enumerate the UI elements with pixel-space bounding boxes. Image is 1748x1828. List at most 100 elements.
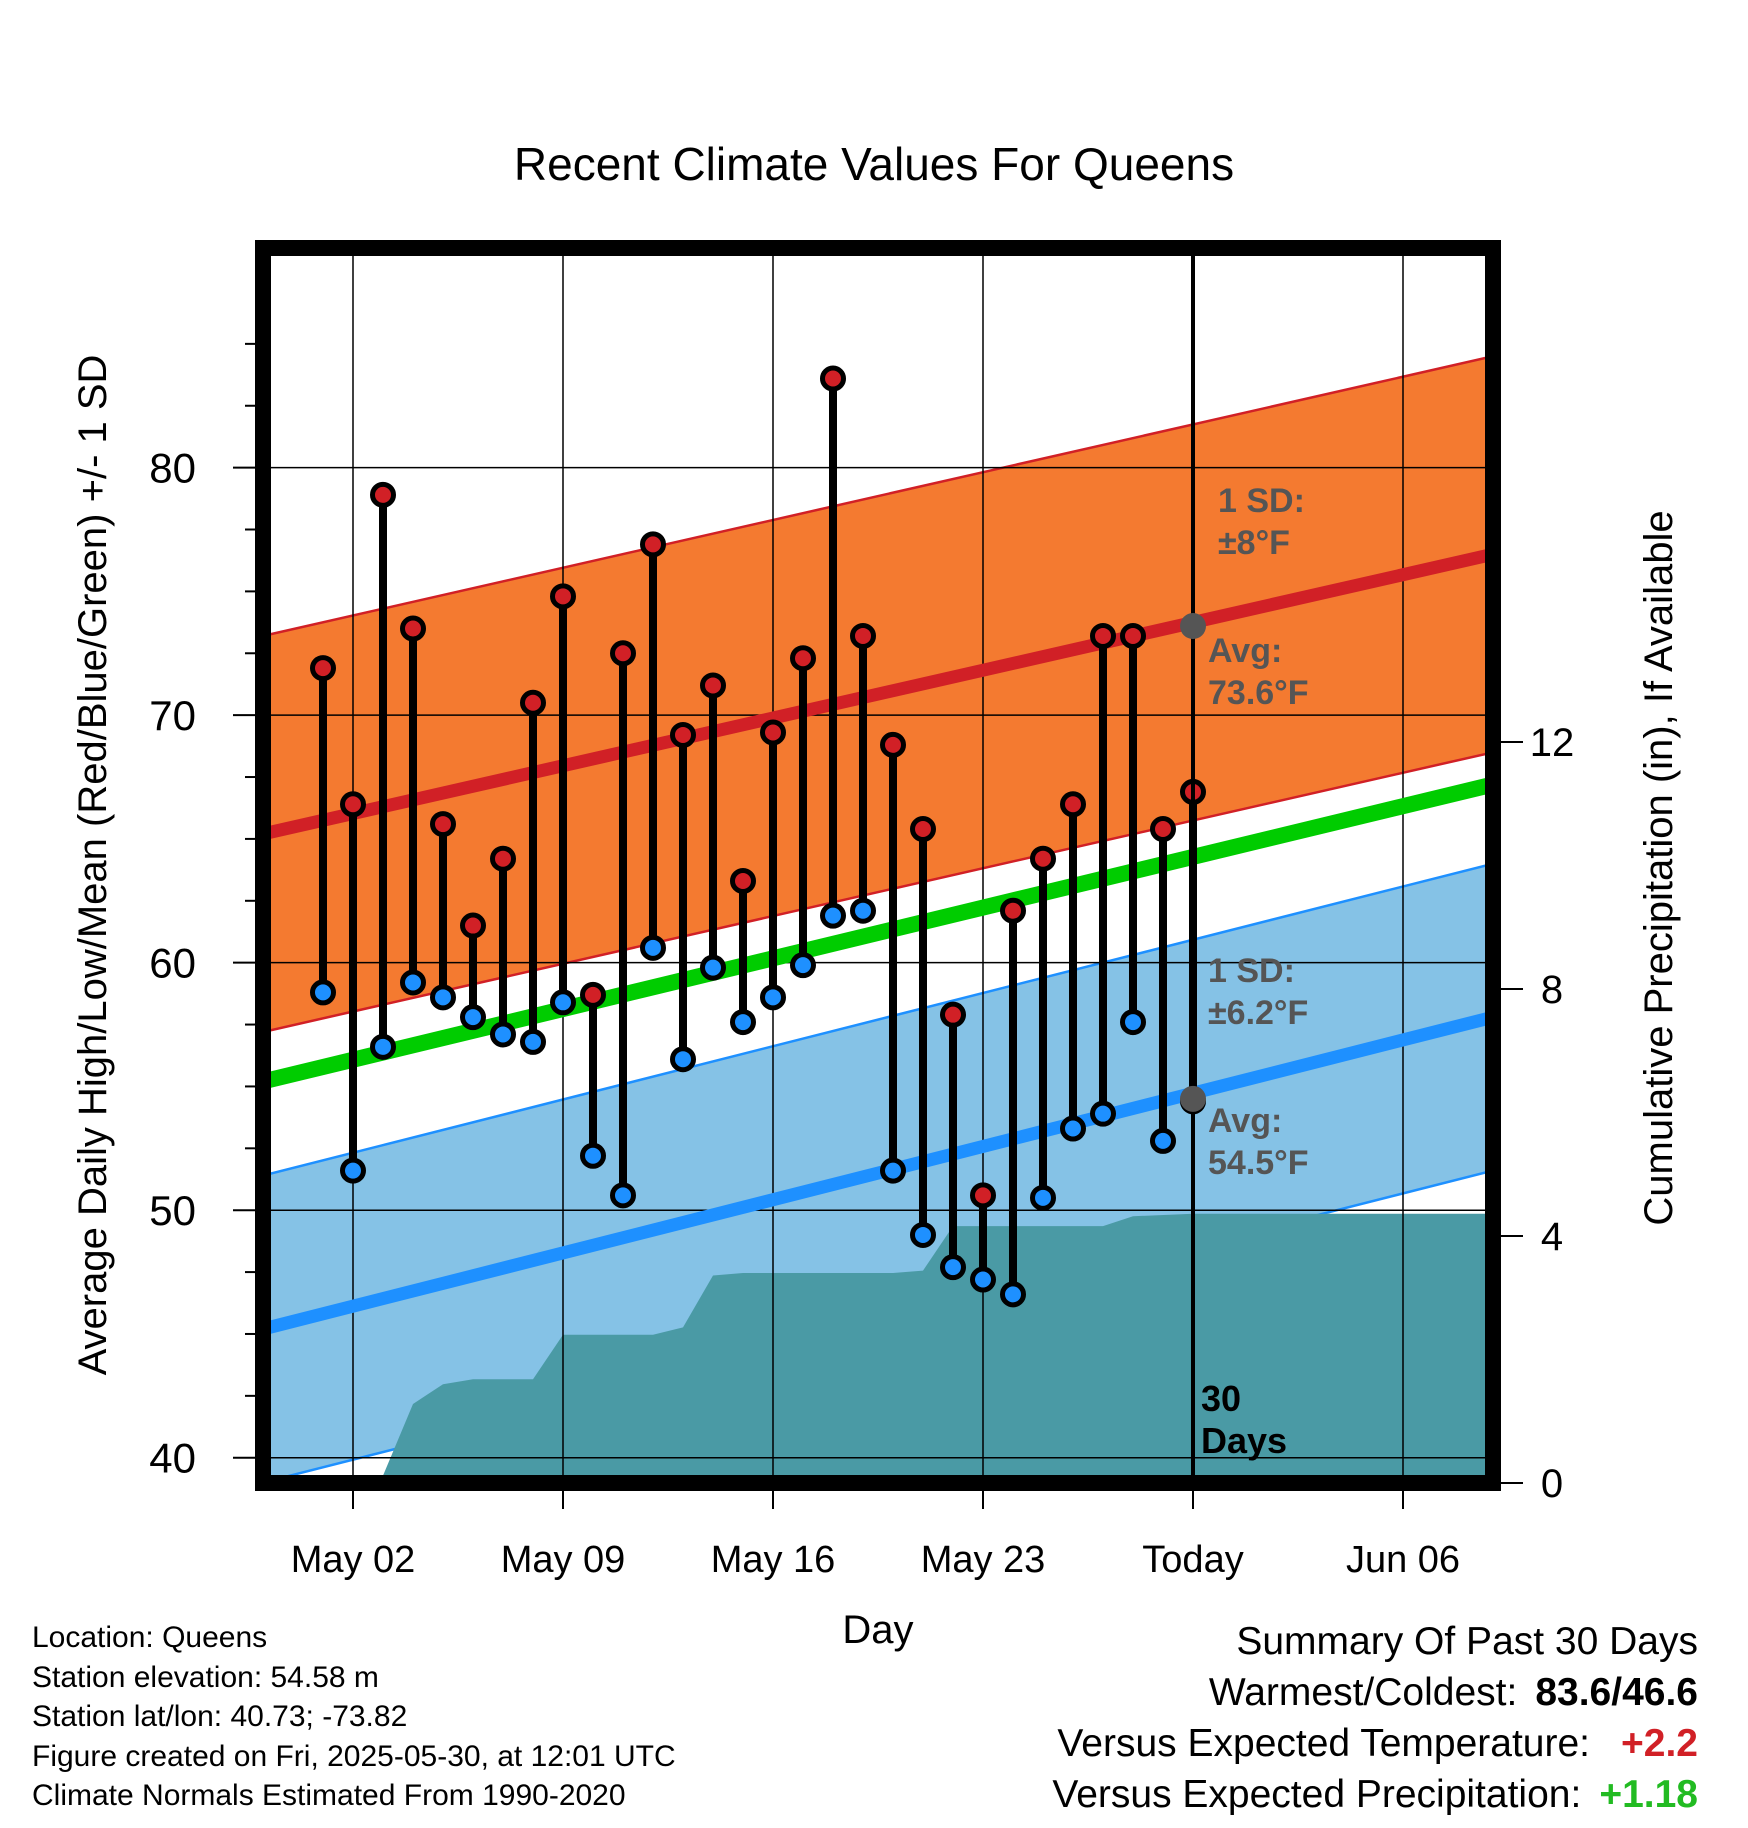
daily-high-point [430, 811, 456, 838]
daily-low-point [760, 984, 786, 1011]
daily-high-point [520, 689, 546, 716]
today-high-avg-marker [1180, 613, 1206, 640]
y2-tick-label: 4 [1541, 1215, 1563, 1259]
daily-low-point [850, 897, 876, 924]
high-sd-label-line-1: 1 SD: [1218, 482, 1305, 520]
daily-high-point [310, 655, 336, 682]
summary-title: Summary Of Past 30 Days [1236, 1620, 1698, 1663]
y-tick-label: 50 [149, 1187, 196, 1234]
daily-high-point [970, 1182, 996, 1209]
daily-low-point [430, 984, 456, 1011]
y2-tick-label: 0 [1541, 1462, 1563, 1506]
y-tick-label: 40 [149, 1435, 196, 1482]
daily-high-point [370, 481, 396, 508]
summary-panel: Summary Of Past 30 Days Warmest/Coldest:… [1052, 1616, 1698, 1820]
daily-low-point [400, 969, 426, 996]
daily-low-point [580, 1142, 606, 1169]
daily-low-point [790, 952, 816, 979]
daily-low-point [640, 934, 666, 961]
daily-high-point [1120, 622, 1146, 649]
x-tick-label: Today [1142, 1539, 1243, 1581]
latlon-text: Station lat/lon: 40.73; -73.82 [32, 1700, 408, 1733]
daily-high-point [850, 622, 876, 649]
summary-warmest-row: Warmest/Coldest: 83.6/46.6 [1052, 1667, 1698, 1718]
daily-low-point [1060, 1115, 1086, 1142]
high-sd-label-line-2: ±8°F [1218, 524, 1290, 562]
low-sd-label-line-1: 1 SD: [1208, 952, 1295, 990]
station-info: Location: Queens Station elevation: 54.5… [32, 1618, 676, 1816]
daily-high-point [700, 672, 726, 699]
summary-precip-row: Versus Expected Precipitation: +1.18 [1052, 1769, 1698, 1820]
daily-high-point [1030, 845, 1056, 872]
daily-low-point [1120, 1009, 1146, 1036]
elevation-text: Station elevation: 54.58 m [32, 1660, 379, 1694]
y-tick-label: 70 [149, 692, 196, 739]
daily-low-point [490, 1021, 516, 1048]
daily-low-point [730, 1009, 756, 1036]
low-avg-label-line-1: Avg: [1208, 1102, 1282, 1140]
daily-high-point [640, 531, 666, 558]
daily-low-point [970, 1266, 996, 1293]
high-sd-band-upper-edge [263, 355, 1493, 638]
y-tick-label: 80 [149, 445, 196, 492]
daily-high-point [610, 640, 636, 667]
high-mean-line [263, 547, 1493, 841]
daily-low-point [610, 1182, 636, 1209]
daily-high-point [490, 845, 516, 872]
summary-temp-row: Versus Expected Temperature: +2.2 [1052, 1718, 1698, 1769]
daily-low-point [520, 1028, 546, 1055]
daily-low-point [880, 1157, 906, 1184]
daily-high-point [760, 719, 786, 746]
daily-low-point [370, 1033, 396, 1060]
daily-high-point [910, 816, 936, 843]
daily-low-point [1000, 1281, 1026, 1308]
warmest-value: 83.6/46.6 [1535, 1671, 1698, 1714]
daily-low-point [940, 1254, 966, 1281]
x-tick-label: May 09 [501, 1539, 626, 1581]
precip-area [263, 1213, 1493, 1483]
days-label-line-1: 30 [1201, 1378, 1241, 1419]
temp-label: Versus Expected Temperature: [1057, 1722, 1590, 1765]
today-low-avg-marker [1180, 1085, 1206, 1112]
daily-high-point [880, 731, 906, 758]
daily-low-point [910, 1221, 936, 1248]
daily-low-point [1090, 1100, 1116, 1127]
daily-low-point [550, 989, 576, 1016]
high-avg-label-line-2: 73.6°F [1208, 674, 1309, 712]
daily-high-point [670, 721, 696, 748]
mean-line [263, 776, 1493, 1090]
daily-high-point [1000, 897, 1026, 924]
daily-high-point [460, 912, 486, 939]
x-tick-label: May 23 [921, 1539, 1046, 1581]
daily-high-point [730, 867, 756, 894]
y2-tick-label: 12 [1530, 721, 1575, 765]
daily-high-point [1150, 816, 1176, 843]
normals-source-text: Climate Normals Estimated From 1990-2020 [32, 1779, 626, 1812]
daily-low-point [820, 902, 846, 929]
daily-low-point [340, 1157, 366, 1184]
low-sd-label-line-2: ±6.2°F [1208, 994, 1308, 1032]
daily-low-point [670, 1046, 696, 1073]
daily-high-point [940, 1001, 966, 1028]
daily-low-point [700, 954, 726, 981]
location-text: Location: Queens [32, 1621, 268, 1654]
daily-high-point [550, 583, 576, 610]
x-tick-label: Jun 06 [1346, 1539, 1460, 1581]
low-avg-label-line-2: 54.5°F [1208, 1144, 1309, 1182]
warmest-label: Warmest/Coldest: [1208, 1671, 1518, 1714]
low-sd-band-upper-edge [263, 862, 1493, 1177]
days-label-line-2: Days [1201, 1420, 1287, 1461]
chart-title: Recent Climate Values For Queens [514, 138, 1234, 190]
daily-low-point [310, 979, 336, 1006]
daily-high-point [1060, 791, 1086, 818]
daily-high-point [340, 791, 366, 818]
created-text: Figure created on Fri, 2025-05-30, at 12… [32, 1739, 676, 1773]
daily-high-point [820, 365, 846, 392]
plot-frame [255, 240, 1501, 1491]
daily-high-point [400, 615, 426, 642]
y-axis-label: Average Daily High/Low/Mean (Red/Blue/Gr… [71, 355, 115, 1376]
y-tick-label: 60 [149, 940, 196, 987]
daily-high-point [580, 981, 606, 1008]
x-tick-label: May 02 [291, 1539, 416, 1581]
